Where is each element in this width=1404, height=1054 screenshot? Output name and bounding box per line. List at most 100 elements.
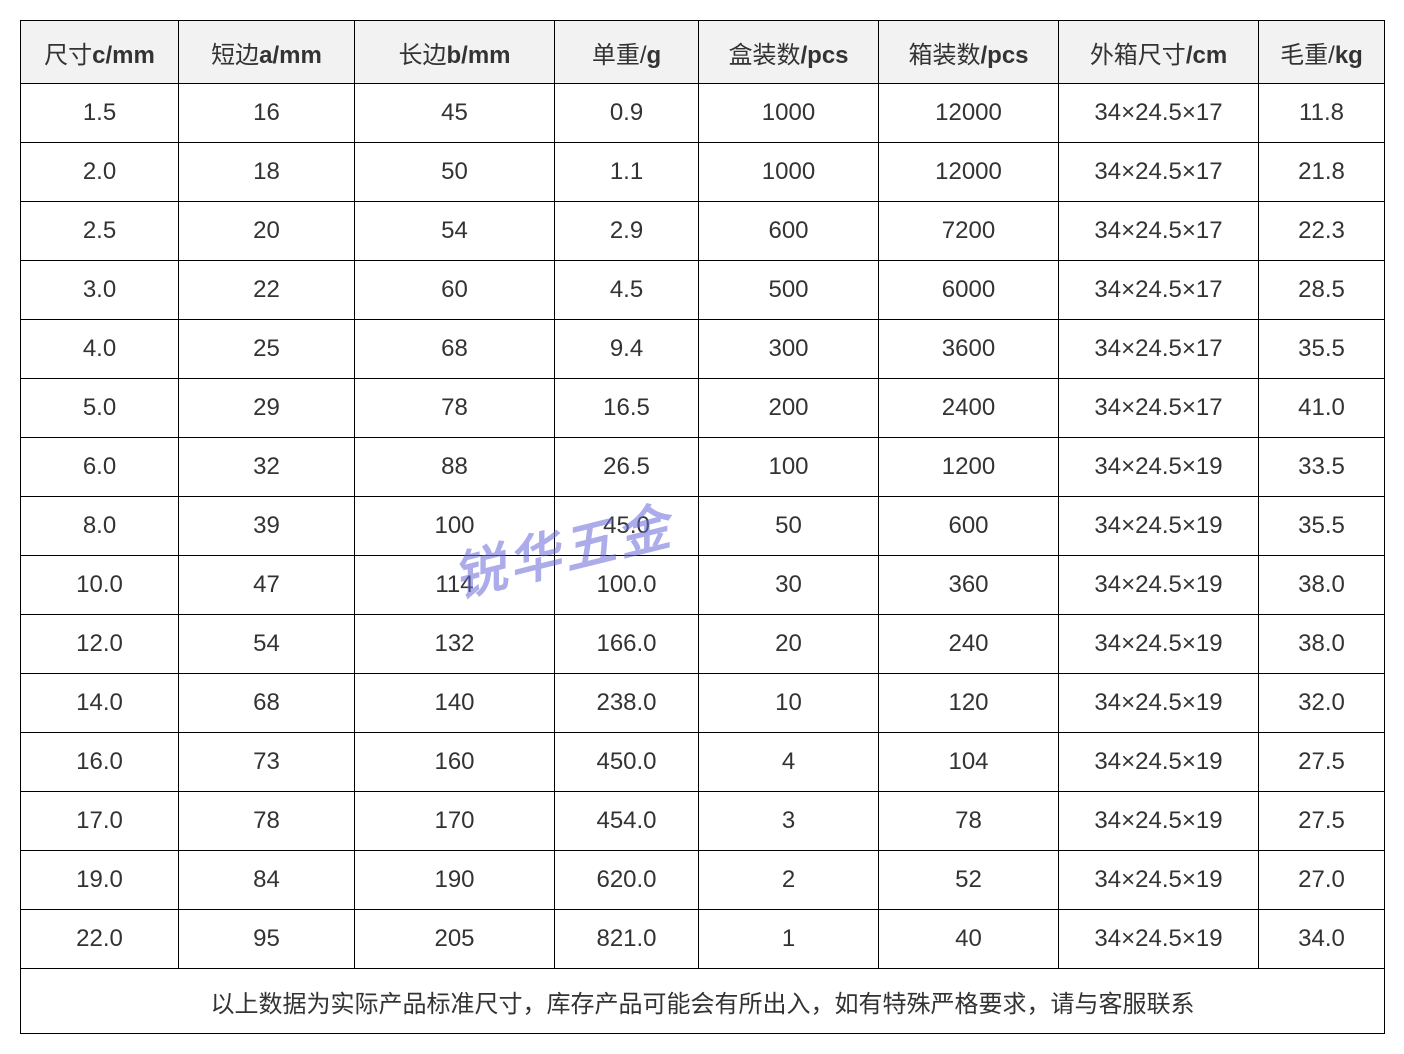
table-cell: 2.5 bbox=[21, 202, 179, 261]
table-cell: 78 bbox=[879, 792, 1059, 851]
table-cell: 35.5 bbox=[1259, 320, 1385, 379]
table-footer-row: 以上数据为实际产品标准尺寸，库存产品可能会有所出入，如有特殊严格要求，请与客服联… bbox=[21, 969, 1385, 1034]
table-cell: 68 bbox=[179, 674, 355, 733]
table-cell: 73 bbox=[179, 733, 355, 792]
table-cell: 20 bbox=[179, 202, 355, 261]
table-header-row: 尺寸c/mm短边a/mm长边b/mm单重/g盒装数/pcs箱装数/pcs外箱尺寸… bbox=[21, 21, 1385, 84]
table-cell: 600 bbox=[879, 497, 1059, 556]
table-cell: 32 bbox=[179, 438, 355, 497]
table-cell: 3600 bbox=[879, 320, 1059, 379]
table-cell: 1 bbox=[699, 910, 879, 969]
table-row: 16.073160450.0410434×24.5×1927.5 bbox=[21, 733, 1385, 792]
table-cell: 11.8 bbox=[1259, 84, 1385, 143]
col-header-bold: /pcs bbox=[800, 42, 848, 69]
table-cell: 27.5 bbox=[1259, 733, 1385, 792]
table-cell: 40 bbox=[879, 910, 1059, 969]
table-cell: 12000 bbox=[879, 143, 1059, 202]
table-cell: 454.0 bbox=[555, 792, 699, 851]
col-header-bold: /cm bbox=[1186, 42, 1227, 69]
table-row: 1.516450.910001200034×24.5×1711.8 bbox=[21, 84, 1385, 143]
table-cell: 34×24.5×19 bbox=[1059, 792, 1259, 851]
table-cell: 2 bbox=[699, 851, 879, 910]
table-cell: 100 bbox=[355, 497, 555, 556]
table-cell: 30 bbox=[699, 556, 879, 615]
table-cell: 238.0 bbox=[555, 674, 699, 733]
table-row: 10.047114100.03036034×24.5×1938.0 bbox=[21, 556, 1385, 615]
table-cell: 88 bbox=[355, 438, 555, 497]
table-cell: 41.0 bbox=[1259, 379, 1385, 438]
table-cell: 190 bbox=[355, 851, 555, 910]
table-cell: 95 bbox=[179, 910, 355, 969]
table-cell: 1000 bbox=[699, 143, 879, 202]
table-cell: 620.0 bbox=[555, 851, 699, 910]
table-cell: 45 bbox=[355, 84, 555, 143]
table-cell: 34.0 bbox=[1259, 910, 1385, 969]
table-cell: 22 bbox=[179, 261, 355, 320]
table-cell: 27.0 bbox=[1259, 851, 1385, 910]
col-header-prefix: 箱装数 bbox=[908, 42, 980, 69]
col-header-prefix: 长边 bbox=[398, 42, 446, 69]
table-cell: 39 bbox=[179, 497, 355, 556]
table-cell: 4.0 bbox=[21, 320, 179, 379]
table-row: 6.0328826.5100120034×24.5×1933.5 bbox=[21, 438, 1385, 497]
table-cell: 500 bbox=[699, 261, 879, 320]
table-cell: 35.5 bbox=[1259, 497, 1385, 556]
table-cell: 132 bbox=[355, 615, 555, 674]
table-cell: 205 bbox=[355, 910, 555, 969]
table-cell: 34×24.5×19 bbox=[1059, 910, 1259, 969]
table-cell: 12000 bbox=[879, 84, 1059, 143]
table-cell: 19.0 bbox=[21, 851, 179, 910]
table-cell: 140 bbox=[355, 674, 555, 733]
table-cell: 34×24.5×19 bbox=[1059, 438, 1259, 497]
table-cell: 54 bbox=[179, 615, 355, 674]
table-cell: 34×24.5×19 bbox=[1059, 851, 1259, 910]
table-cell: 120 bbox=[879, 674, 1059, 733]
table-cell: 38.0 bbox=[1259, 615, 1385, 674]
table-cell: 84 bbox=[179, 851, 355, 910]
table-cell: 166.0 bbox=[555, 615, 699, 674]
table-cell: 100 bbox=[699, 438, 879, 497]
table-row: 2.520542.9600720034×24.5×1722.3 bbox=[21, 202, 1385, 261]
col-header-6: 外箱尺寸/cm bbox=[1059, 21, 1259, 84]
table-cell: 104 bbox=[879, 733, 1059, 792]
table-cell: 12.0 bbox=[21, 615, 179, 674]
table-cell: 17.0 bbox=[21, 792, 179, 851]
table-cell: 34×24.5×19 bbox=[1059, 615, 1259, 674]
table-cell: 4.5 bbox=[555, 261, 699, 320]
table-cell: 7200 bbox=[879, 202, 1059, 261]
table-row: 3.022604.5500600034×24.5×1728.5 bbox=[21, 261, 1385, 320]
col-header-prefix: 外箱尺寸 bbox=[1090, 42, 1186, 69]
table-cell: 200 bbox=[699, 379, 879, 438]
col-header-1: 短边a/mm bbox=[179, 21, 355, 84]
table-row: 19.084190620.025234×24.5×1927.0 bbox=[21, 851, 1385, 910]
table-cell: 1.1 bbox=[555, 143, 699, 202]
table-cell: 29 bbox=[179, 379, 355, 438]
table-cell: 3.0 bbox=[21, 261, 179, 320]
table-row: 8.03910045.05060034×24.5×1935.5 bbox=[21, 497, 1385, 556]
table-row: 22.095205821.014034×24.5×1934.0 bbox=[21, 910, 1385, 969]
table-cell: 2.9 bbox=[555, 202, 699, 261]
table-cell: 10 bbox=[699, 674, 879, 733]
col-header-bold: a/mm bbox=[259, 42, 322, 69]
col-header-prefix: 毛重/ bbox=[1280, 42, 1335, 69]
table-cell: 32.0 bbox=[1259, 674, 1385, 733]
table-cell: 38.0 bbox=[1259, 556, 1385, 615]
col-header-bold: /pcs bbox=[980, 42, 1028, 69]
table-cell: 0.9 bbox=[555, 84, 699, 143]
table-cell: 6.0 bbox=[21, 438, 179, 497]
table-cell: 10.0 bbox=[21, 556, 179, 615]
table-cell: 14.0 bbox=[21, 674, 179, 733]
table-row: 14.068140238.01012034×24.5×1932.0 bbox=[21, 674, 1385, 733]
table-cell: 821.0 bbox=[555, 910, 699, 969]
table-cell: 45.0 bbox=[555, 497, 699, 556]
table-cell: 50 bbox=[699, 497, 879, 556]
table-cell: 78 bbox=[355, 379, 555, 438]
table-row: 5.0297816.5200240034×24.5×1741.0 bbox=[21, 379, 1385, 438]
spec-table-container: 尺寸c/mm短边a/mm长边b/mm单重/g盒装数/pcs箱装数/pcs外箱尺寸… bbox=[20, 20, 1384, 1034]
col-header-7: 毛重/kg bbox=[1259, 21, 1385, 84]
table-cell: 34×24.5×17 bbox=[1059, 143, 1259, 202]
col-header-bold: g bbox=[647, 42, 662, 69]
table-cell: 34×24.5×19 bbox=[1059, 556, 1259, 615]
col-header-prefix: 尺寸 bbox=[44, 42, 92, 69]
table-cell: 68 bbox=[355, 320, 555, 379]
